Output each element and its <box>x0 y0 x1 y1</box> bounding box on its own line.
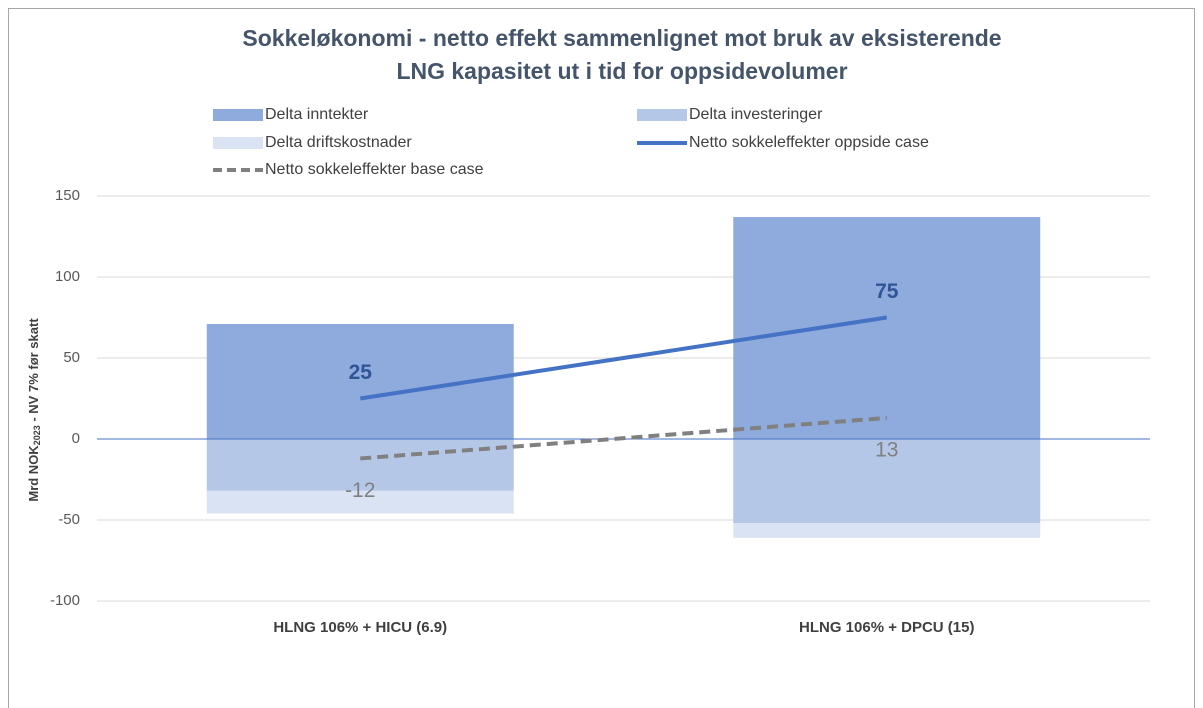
legend-label: Delta inntekter <box>265 106 369 123</box>
data-label: 13 <box>875 438 898 461</box>
data-label: 25 <box>349 361 373 384</box>
y-axis-label-part: Mrd NOK <box>26 445 41 502</box>
legend-label: Delta investeringer <box>689 106 823 123</box>
bar <box>206 439 514 491</box>
x-tick-label: HLNG 106% + HICU (6.9) <box>273 619 447 636</box>
chart-title: LNG kapasitet ut i tid for oppsidevolume… <box>396 58 847 84</box>
x-tick-label: HLNG 106% + DPCU (15) <box>799 619 974 636</box>
y-tick-label: 0 <box>72 430 80 447</box>
y-tick-label: 150 <box>55 187 80 204</box>
legend-swatch <box>213 137 263 149</box>
y-tick-label: 50 <box>63 349 80 366</box>
data-label: -12 <box>345 479 375 502</box>
legend-label: Netto sokkeleffekter oppside case <box>689 134 929 151</box>
y-axis-label-part: - NV 7% før skatt <box>26 318 41 426</box>
legend-swatch <box>213 109 263 121</box>
bar <box>733 439 1041 524</box>
legend-label: Delta driftskostnader <box>265 134 412 151</box>
legend-label: Netto sokkeleffekter base case <box>265 161 484 178</box>
bar <box>733 217 1041 439</box>
bar <box>206 490 514 514</box>
legend-swatch <box>637 109 687 121</box>
y-tick-label: -100 <box>50 592 80 609</box>
y-tick-label: -50 <box>58 511 80 528</box>
line <box>360 415 887 461</box>
data-label: 75 <box>875 280 899 303</box>
y-axis-label: Mrd NOK2023 - NV 7% før skatt <box>26 318 42 502</box>
y-tick-label: 100 <box>55 268 80 285</box>
chart-title: Sokkeløkonomi - netto effekt sammenligne… <box>242 25 1001 51</box>
line <box>359 315 888 401</box>
y-axis-label-sub: 2023 <box>32 425 42 445</box>
bar <box>733 523 1041 538</box>
